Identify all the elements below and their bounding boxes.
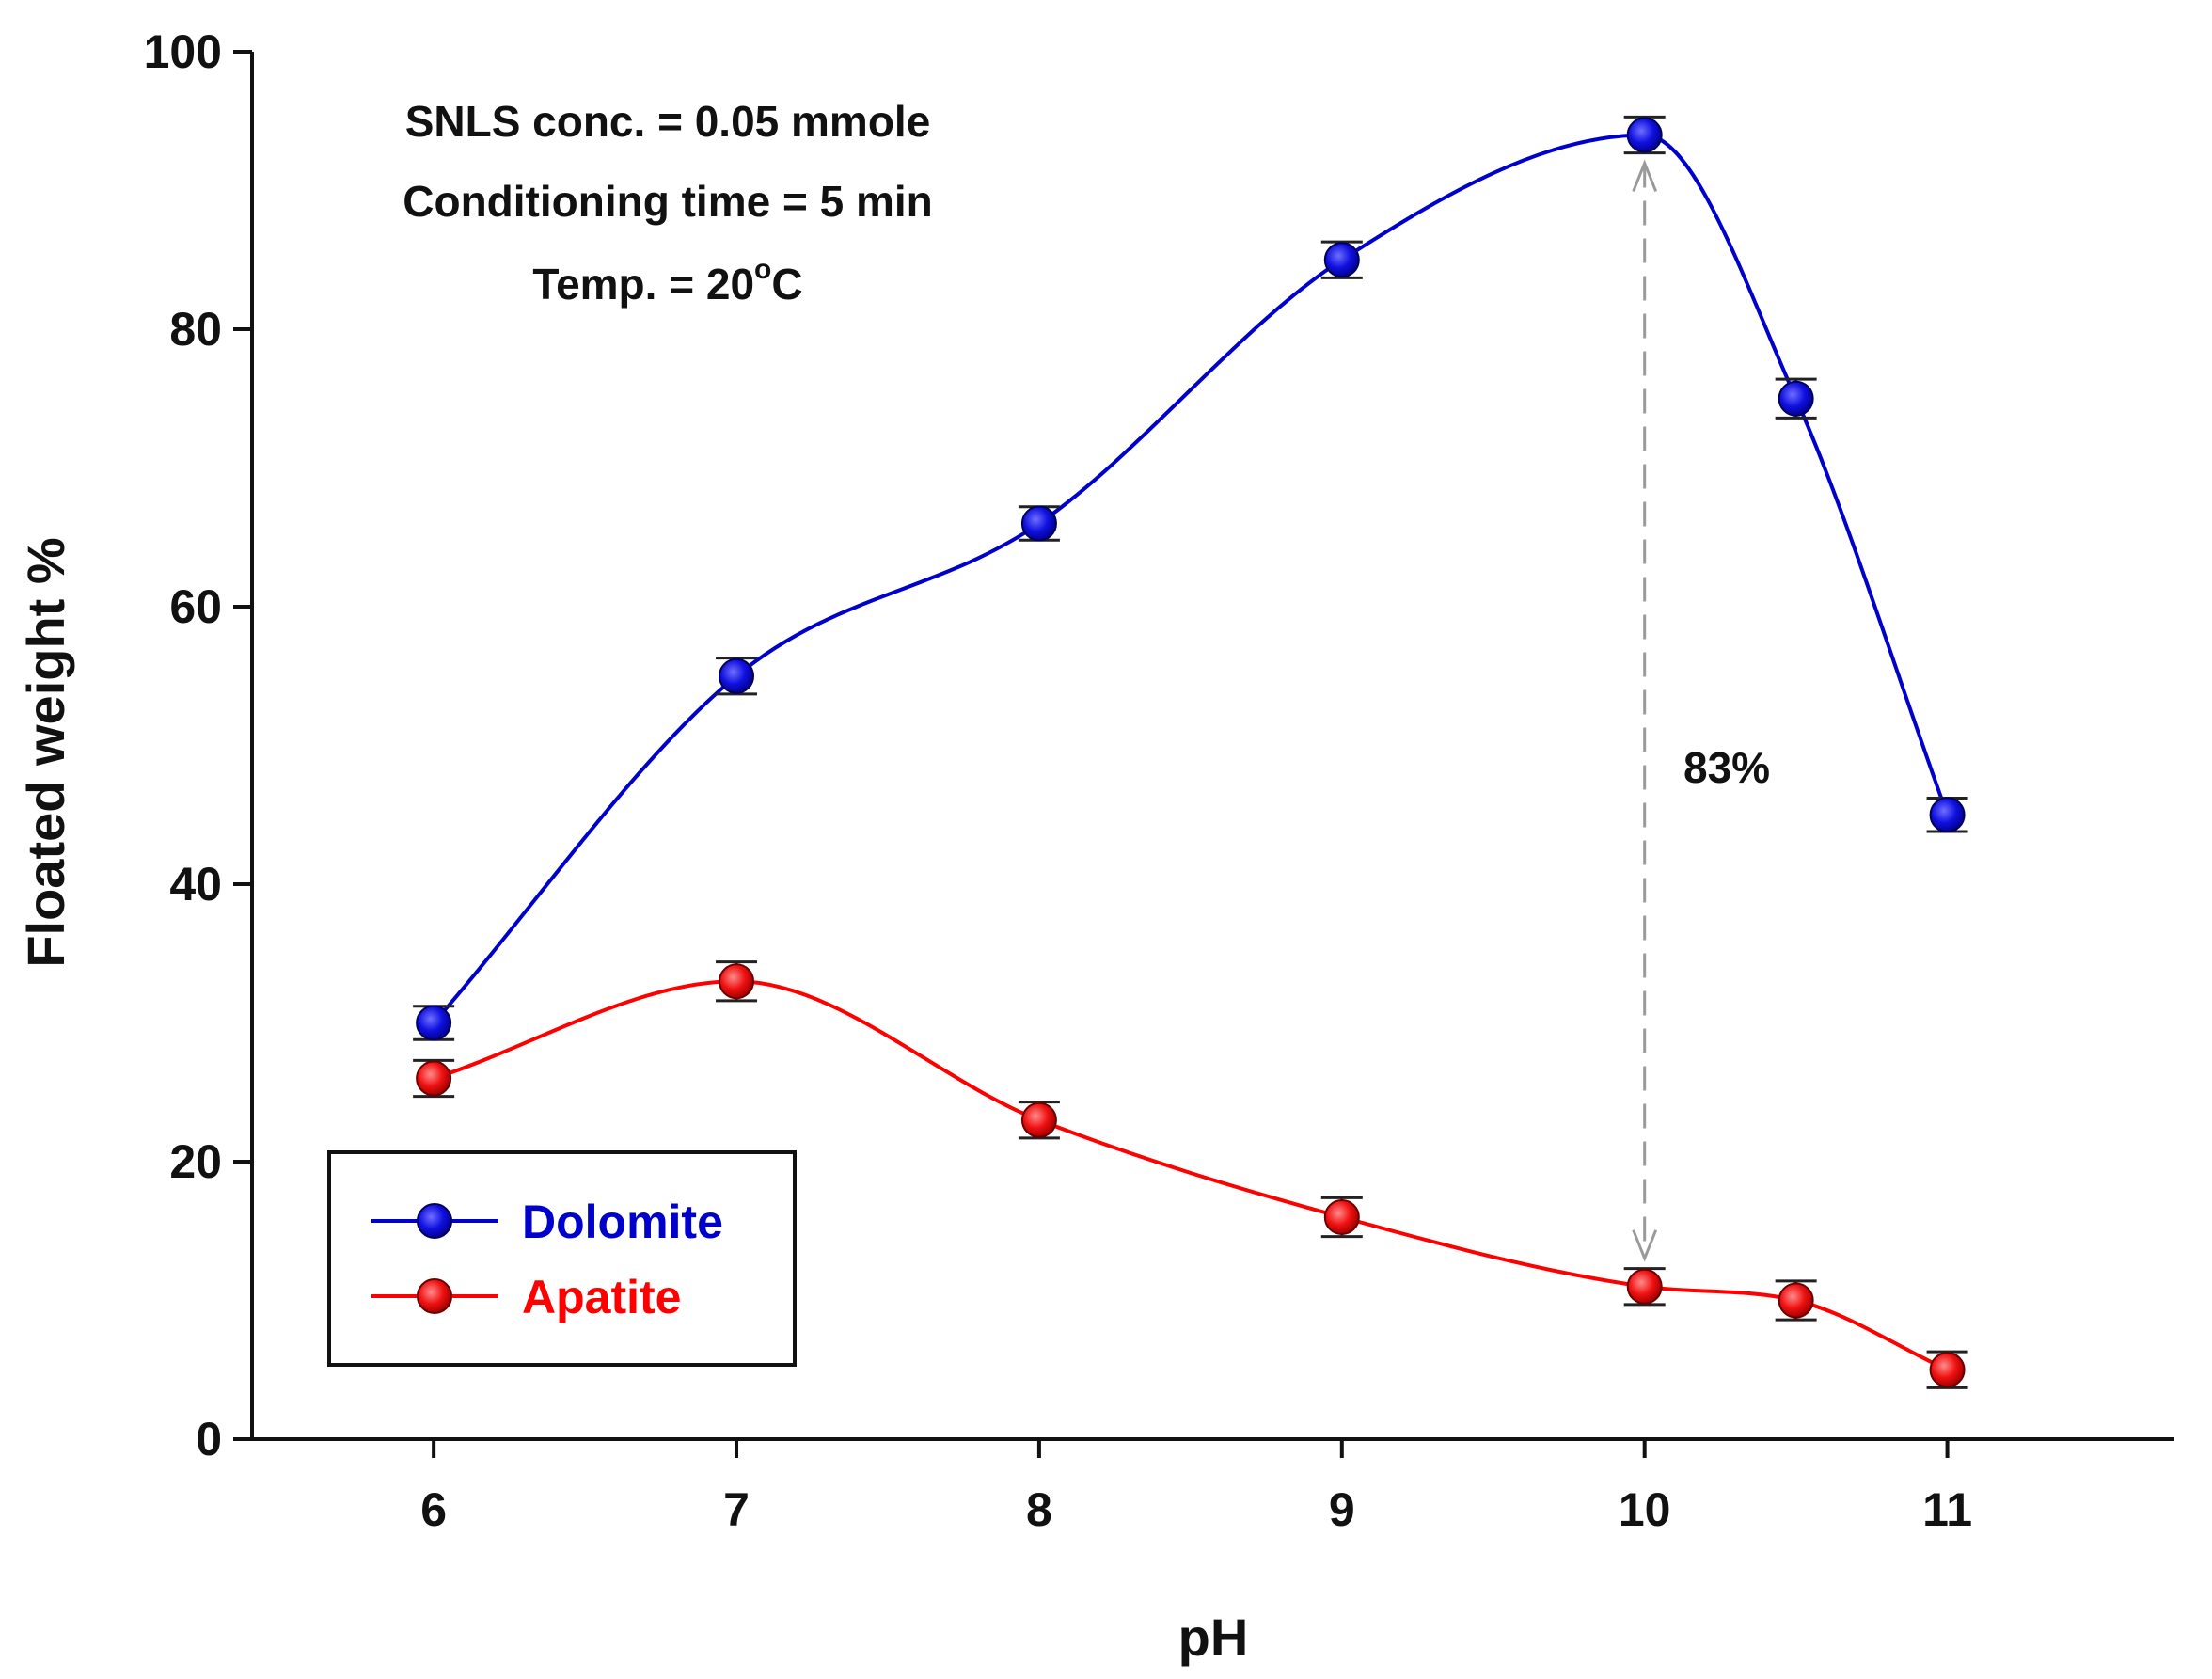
series-apatite bbox=[413, 960, 1968, 1389]
x-tick-label: 6 bbox=[420, 1483, 447, 1536]
data-point-dolomite bbox=[1020, 505, 1057, 542]
data-point-apatite bbox=[719, 963, 755, 1000]
x-tick-label: 10 bbox=[1619, 1483, 1671, 1536]
condition-line-2: Conditioning time = 5 min bbox=[403, 177, 933, 226]
data-point-dolomite bbox=[1778, 380, 1814, 417]
y-ticks: 0 20 40 60 80 100 bbox=[144, 25, 252, 1465]
data-point-dolomite bbox=[1929, 797, 1966, 833]
legend-label-dolomite: Dolomite bbox=[522, 1196, 723, 1248]
y-tick-label: 40 bbox=[169, 858, 222, 911]
data-point-apatite bbox=[1626, 1268, 1663, 1305]
y-axis-title: Floated weight % bbox=[16, 537, 75, 967]
temp-prefix: Temp. = 20 bbox=[532, 260, 754, 309]
conditions-annotation: SNLS conc. = 0.05 mmole Conditioning tim… bbox=[403, 97, 933, 309]
x-tick-label: 8 bbox=[1026, 1483, 1052, 1536]
legend-marker-apatite bbox=[417, 1278, 452, 1314]
y-tick-label: 20 bbox=[169, 1135, 222, 1188]
data-point-apatite bbox=[1323, 1199, 1360, 1235]
condition-line-3: Temp. = 20oC bbox=[532, 254, 802, 309]
axes bbox=[250, 52, 2174, 1441]
difference-arrow-head-bottom bbox=[1632, 1229, 1658, 1262]
x-tick-label: 11 bbox=[1922, 1483, 1972, 1536]
data-point-dolomite bbox=[1323, 242, 1360, 278]
y-tick-label: 60 bbox=[169, 580, 222, 633]
x-tick-label: 9 bbox=[1329, 1483, 1355, 1536]
x-ticks: 6 7 8 9 10 11 bbox=[420, 1439, 1972, 1536]
difference-label: 83% bbox=[1683, 743, 1770, 792]
data-point-apatite bbox=[1020, 1101, 1057, 1138]
data-point-dolomite bbox=[719, 657, 755, 694]
legend-label-apatite: Apatite bbox=[522, 1271, 681, 1323]
data-point-dolomite bbox=[1626, 117, 1663, 153]
y-tick-label: 100 bbox=[144, 25, 222, 78]
difference-arrow-head-top bbox=[1632, 159, 1658, 193]
temp-degree: o bbox=[754, 254, 771, 285]
legend-marker-dolomite bbox=[417, 1203, 452, 1239]
series-layer bbox=[413, 115, 1968, 1389]
difference-arrow bbox=[1632, 159, 1658, 1262]
data-point-dolomite bbox=[416, 1005, 452, 1041]
condition-line-1: SNLS conc. = 0.05 mmole bbox=[405, 97, 931, 146]
series-dolomite bbox=[413, 115, 1968, 1041]
legend: Dolomite Apatite bbox=[327, 1150, 797, 1367]
y-tick-label: 0 bbox=[196, 1413, 222, 1465]
temp-unit: C bbox=[771, 260, 802, 309]
data-point-apatite bbox=[1929, 1352, 1966, 1388]
y-tick-label: 80 bbox=[169, 303, 222, 356]
x-tick-label: 7 bbox=[723, 1483, 750, 1536]
legend-box bbox=[327, 1150, 797, 1367]
x-axis-title: pH bbox=[1178, 1608, 1249, 1667]
data-point-apatite bbox=[416, 1060, 452, 1097]
data-point-apatite bbox=[1778, 1282, 1814, 1319]
